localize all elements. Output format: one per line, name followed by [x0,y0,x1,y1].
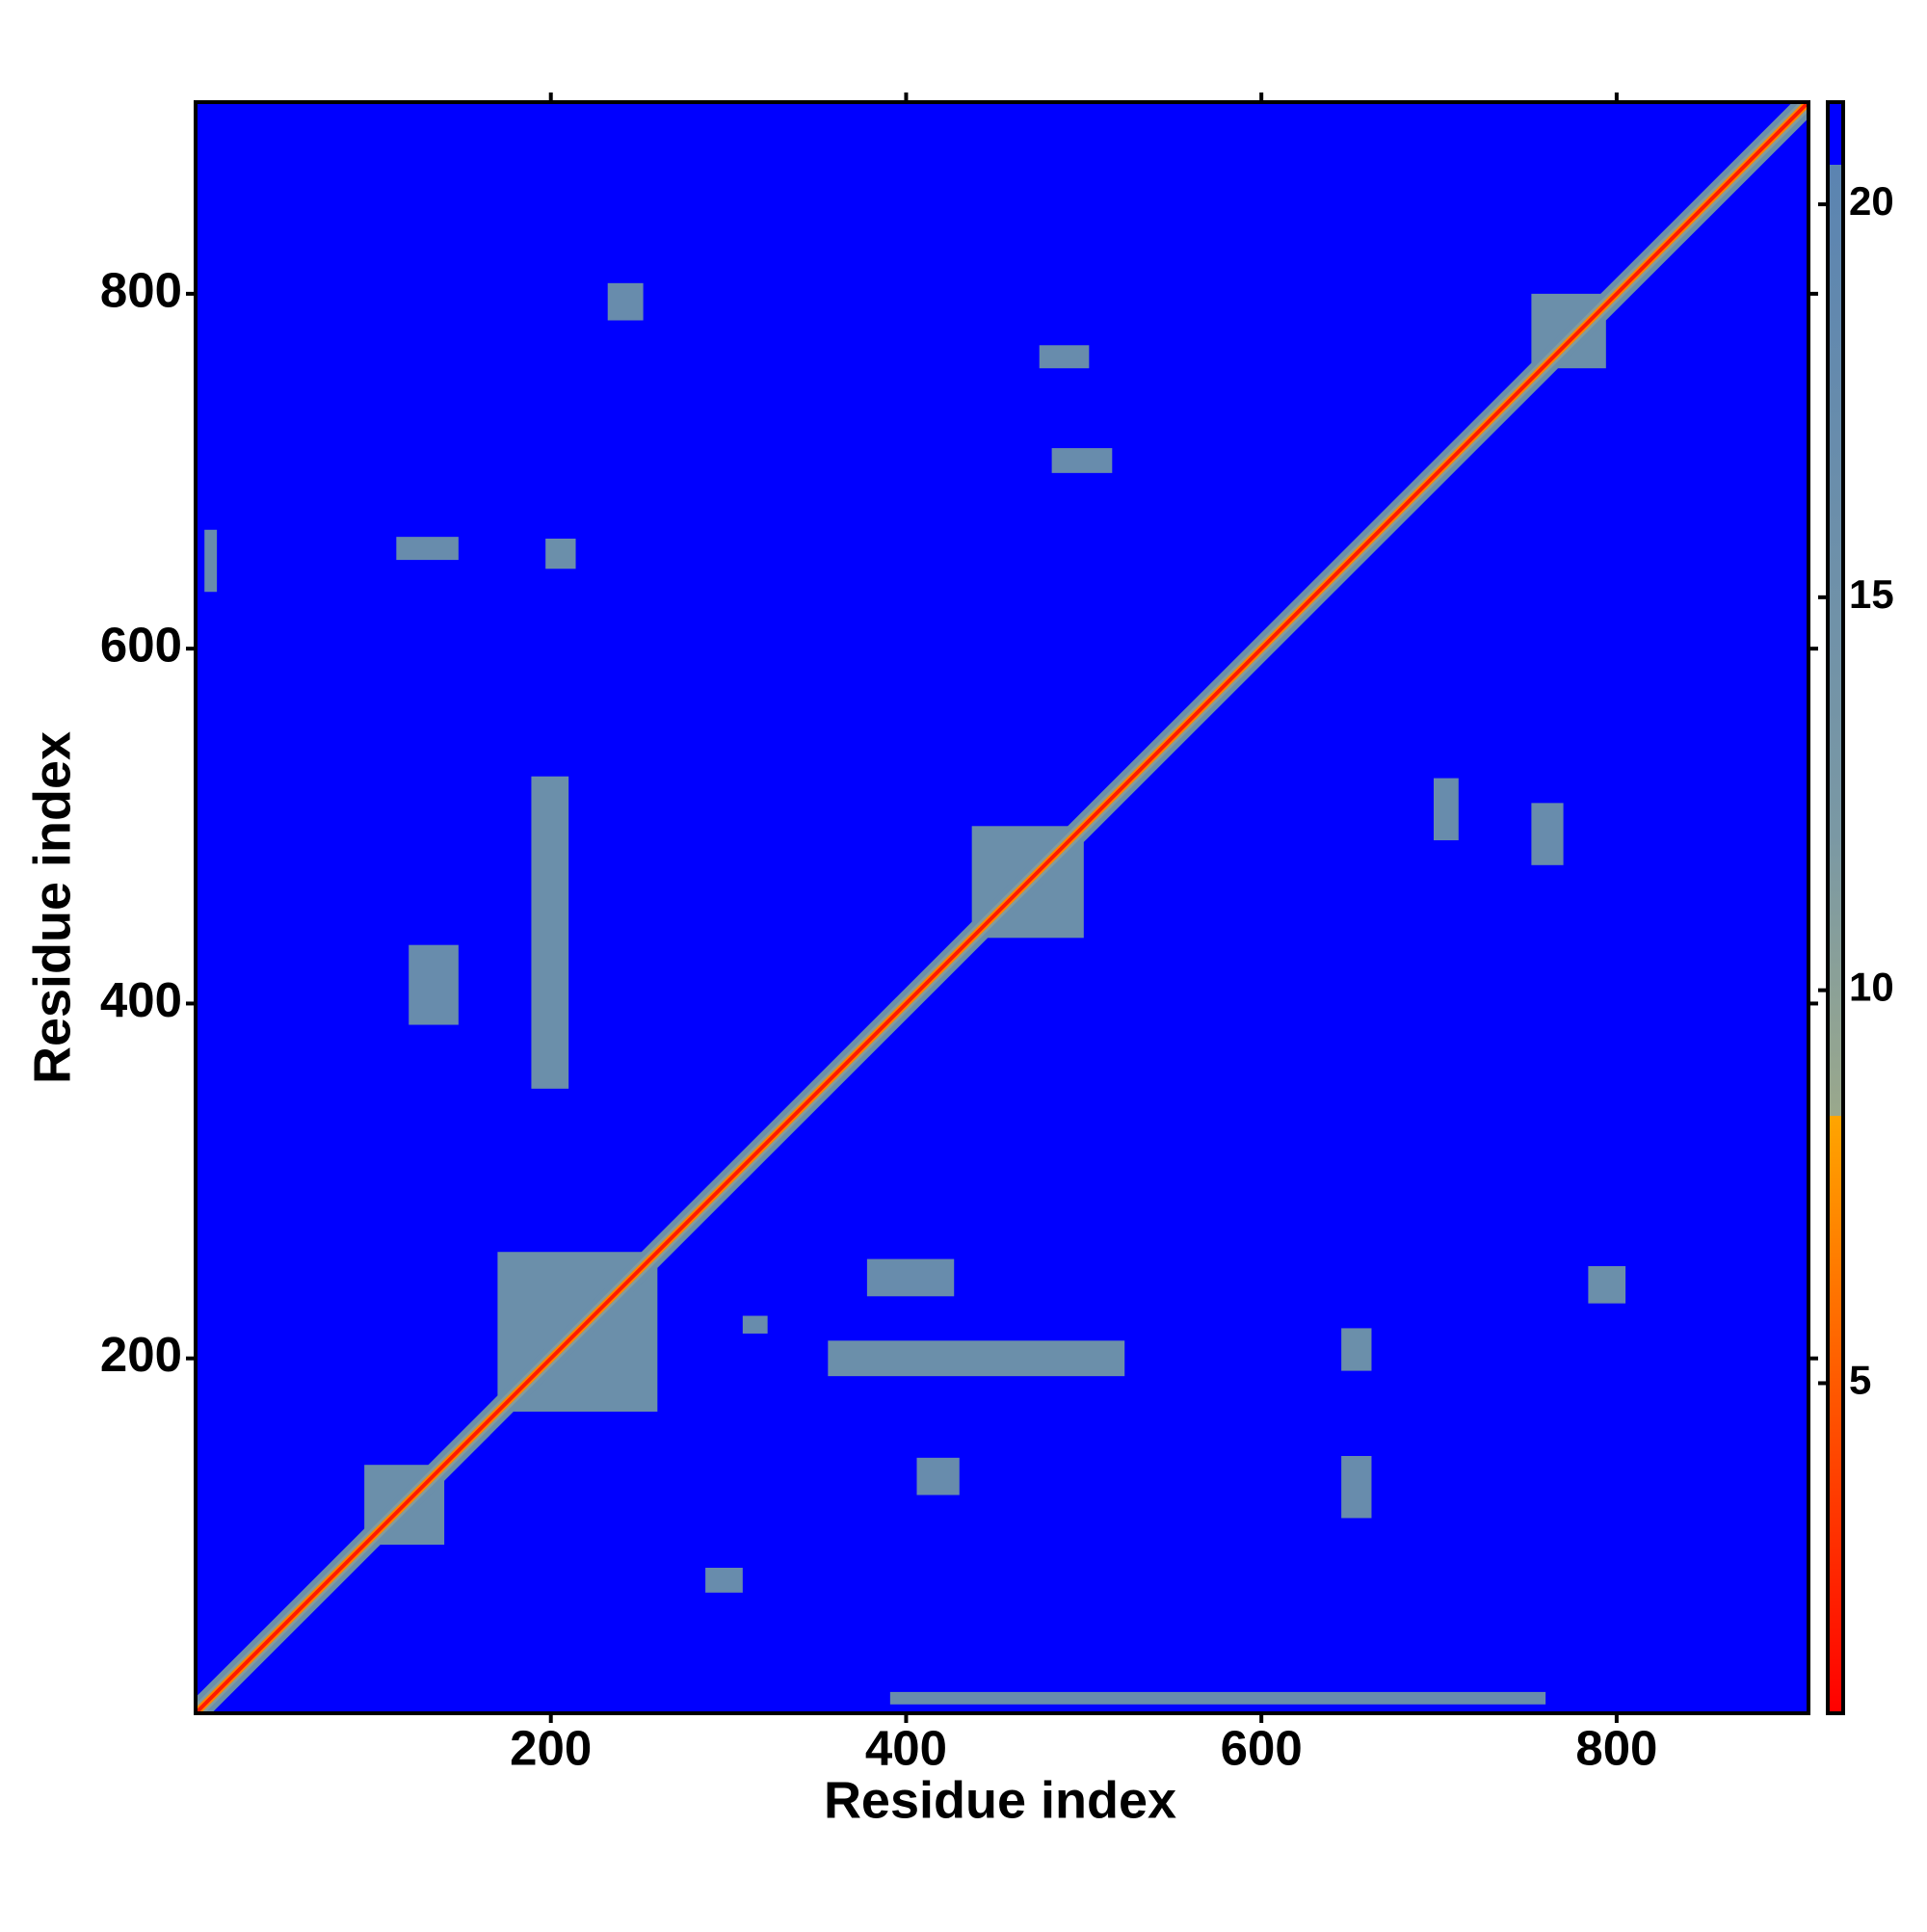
colorbar-tick-label: 20 [1849,178,1894,224]
colorbar-tick-label: 15 [1849,571,1894,617]
x-tick-label: 600 [1221,1720,1303,1775]
x-tick-label: 800 [1575,1720,1657,1775]
y-tick-label: 400 [100,972,182,1027]
heat-cell [889,1691,1546,1705]
heat-cell [705,1568,743,1593]
diagonal-band [196,102,1808,1713]
heat-cell [828,1340,1125,1377]
x-tick-label: 200 [510,1720,592,1775]
heat-cell [1531,803,1564,865]
plot-frame [194,100,1810,1715]
colorbar-tick-label: 5 [1849,1358,1871,1403]
heat-cell [916,1457,960,1495]
x-axis-title: Residue index [824,1771,1176,1829]
heat-cell [1051,448,1113,473]
y-tick-label: 600 [100,618,182,673]
x-tick-label: 400 [865,1720,947,1775]
y-tick-label: 200 [100,1327,182,1382]
heat-cell [866,1258,955,1297]
heat-cell [1039,345,1090,369]
heat-cell [742,1315,768,1334]
heat-cell [545,538,576,569]
heat-cell [531,776,569,1089]
y-tick-label: 800 [100,262,182,317]
colorbar-tick-label: 10 [1849,965,1894,1010]
heat-cell [1341,1328,1372,1371]
colorbar [1826,100,1845,1715]
heat-cell [1433,778,1459,841]
heat-cell [204,529,218,593]
heat-cell [607,282,644,321]
heat-cell [1341,1455,1372,1519]
heat-cell [396,537,459,561]
heatmap [196,102,1808,1713]
heat-cell [409,944,459,1025]
y-axis-title: Residue index [23,731,81,1084]
heat-cell [1588,1265,1626,1304]
